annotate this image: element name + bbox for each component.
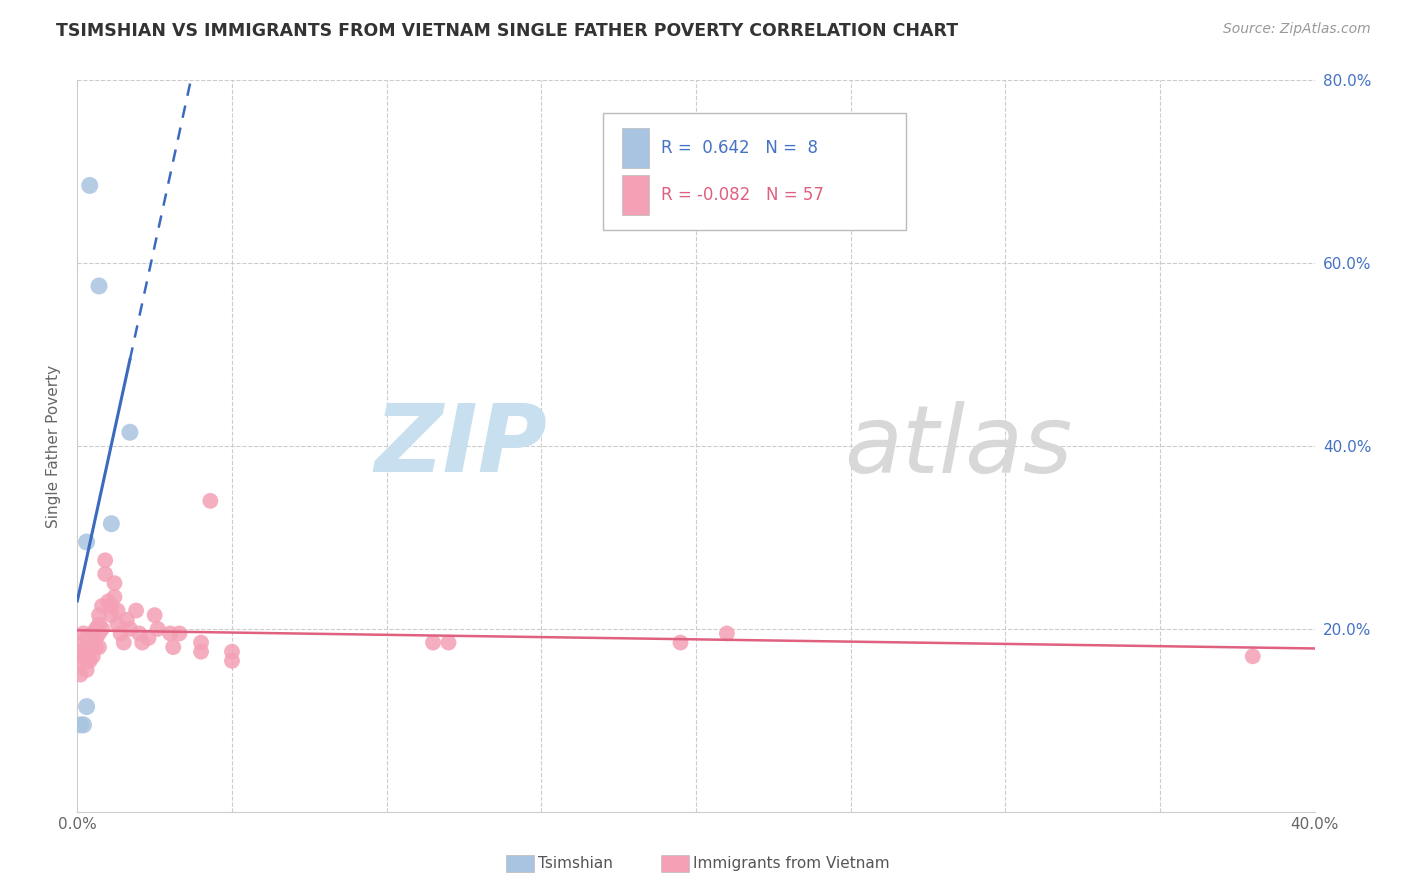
Point: [100, 516, 122, 531]
Point: [200, 493, 222, 508]
Point: [138, 631, 160, 645]
Text: Source: ZipAtlas.com: Source: ZipAtlas.com: [1223, 22, 1371, 37]
Point: [76, 645, 98, 659]
Y-axis label: Single Father Poverty: Single Father Poverty: [46, 365, 62, 527]
Point: [94, 567, 117, 582]
Point: [84, 622, 107, 636]
Point: [1241, 649, 1264, 664]
Text: Tsimshian: Tsimshian: [538, 856, 613, 871]
Point: [100, 608, 122, 623]
Bar: [621, 175, 650, 215]
Point: [76, 699, 98, 714]
Point: [76, 631, 98, 645]
Point: [107, 603, 129, 617]
Point: [91, 599, 114, 613]
Point: [69, 645, 91, 659]
Point: [221, 645, 243, 659]
Point: [87, 617, 110, 632]
Point: [76, 654, 98, 668]
Point: [437, 635, 460, 649]
Point: [87, 279, 110, 293]
Point: [118, 622, 141, 636]
Point: [84, 640, 107, 655]
Point: [87, 640, 110, 655]
Text: Immigrants from Vietnam: Immigrants from Vietnam: [693, 856, 890, 871]
Point: [118, 425, 141, 440]
Point: [87, 608, 110, 623]
Point: [76, 535, 98, 549]
Point: [97, 594, 120, 608]
Point: [79, 654, 101, 668]
Point: [69, 667, 91, 681]
FancyBboxPatch shape: [603, 113, 907, 230]
Point: [69, 658, 91, 673]
Point: [422, 635, 444, 649]
Point: [82, 626, 104, 640]
Point: [72, 635, 94, 649]
Point: [76, 663, 98, 677]
Point: [79, 635, 101, 649]
Point: [103, 576, 125, 591]
Point: [87, 626, 110, 640]
Point: [169, 626, 191, 640]
Point: [110, 626, 132, 640]
Text: R = -0.082   N = 57: R = -0.082 N = 57: [661, 186, 824, 204]
Point: [190, 645, 212, 659]
Point: [79, 645, 101, 659]
Point: [159, 626, 181, 640]
Text: atlas: atlas: [845, 401, 1073, 491]
Point: [115, 613, 138, 627]
Point: [162, 640, 184, 655]
Point: [131, 635, 153, 649]
Bar: [621, 128, 650, 168]
Point: [146, 622, 169, 636]
Point: [100, 599, 122, 613]
Point: [84, 631, 107, 645]
Point: [221, 654, 243, 668]
Text: R =  0.642   N =  8: R = 0.642 N = 8: [661, 139, 818, 157]
Point: [103, 590, 125, 604]
Point: [128, 626, 150, 640]
Point: [107, 617, 129, 632]
Point: [716, 626, 738, 640]
Point: [72, 649, 94, 664]
Point: [125, 603, 148, 617]
Point: [190, 635, 212, 649]
Point: [82, 649, 104, 664]
Point: [91, 622, 114, 636]
Point: [79, 178, 101, 193]
Point: [669, 635, 692, 649]
Point: [82, 635, 104, 649]
Point: [72, 718, 94, 732]
Point: [112, 635, 135, 649]
Text: ZIP: ZIP: [374, 400, 547, 492]
Point: [94, 553, 117, 567]
Point: [72, 626, 94, 640]
Text: TSIMSHIAN VS IMMIGRANTS FROM VIETNAM SINGLE FATHER POVERTY CORRELATION CHART: TSIMSHIAN VS IMMIGRANTS FROM VIETNAM SIN…: [56, 22, 959, 40]
Point: [143, 608, 166, 623]
Point: [69, 718, 91, 732]
